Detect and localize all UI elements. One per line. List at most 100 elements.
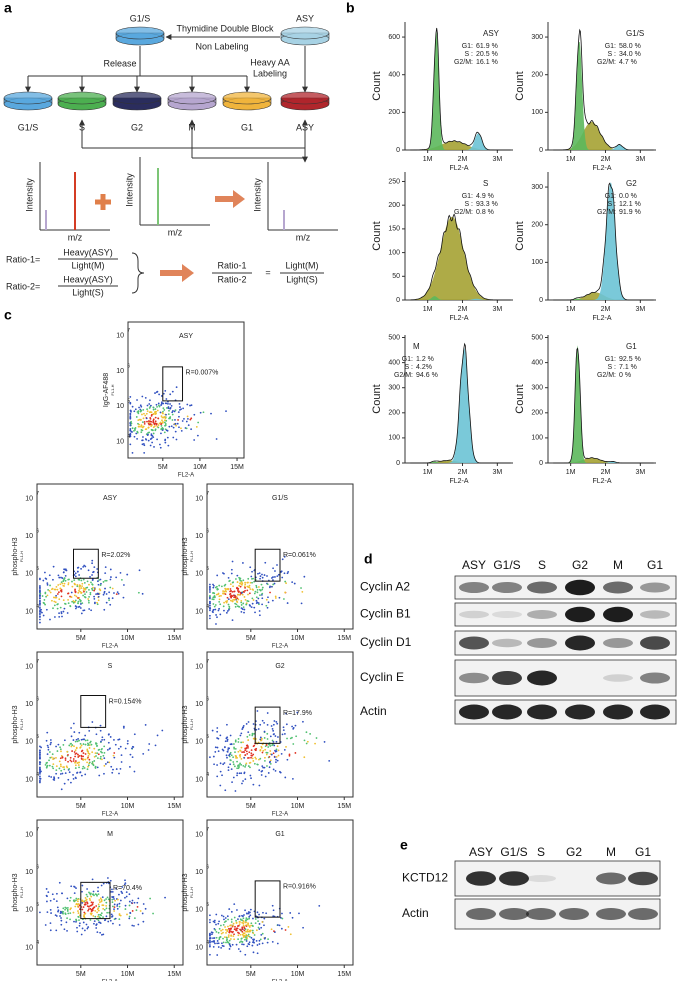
dot xyxy=(277,573,280,576)
y-tick-label: 400 xyxy=(531,359,543,366)
panel-label: c xyxy=(4,307,12,323)
dot xyxy=(136,411,139,413)
dot xyxy=(246,924,248,926)
dot xyxy=(281,912,283,915)
dot xyxy=(242,606,245,609)
dot xyxy=(66,906,69,909)
dot xyxy=(258,614,261,617)
dot xyxy=(51,587,54,590)
dot xyxy=(174,409,177,412)
dot xyxy=(288,754,291,757)
dot xyxy=(238,941,241,944)
dot xyxy=(220,929,222,932)
dot xyxy=(237,738,240,740)
dot xyxy=(236,760,238,763)
dot xyxy=(251,602,254,605)
dot xyxy=(242,915,244,918)
dot xyxy=(97,890,99,893)
dot xyxy=(111,890,114,893)
dot xyxy=(234,790,237,792)
dot xyxy=(41,595,44,597)
y-tick-exp: 4 xyxy=(36,604,39,610)
dot xyxy=(255,757,257,760)
dot xyxy=(59,773,62,775)
histogram-area xyxy=(410,216,512,300)
dot xyxy=(80,579,83,582)
dot xyxy=(180,408,183,411)
band xyxy=(459,636,489,650)
dot xyxy=(267,938,270,941)
dish xyxy=(280,26,330,40)
dot xyxy=(249,581,252,584)
dot xyxy=(161,426,164,429)
dot xyxy=(84,596,87,599)
phase-label: G1: xyxy=(462,193,473,200)
dot xyxy=(81,585,83,587)
dot xyxy=(276,745,279,748)
dot xyxy=(84,743,87,746)
dot xyxy=(217,609,220,612)
dot xyxy=(39,604,41,606)
dot xyxy=(152,432,155,435)
band xyxy=(492,582,522,593)
dot xyxy=(94,752,97,755)
x-tick-label: 2M xyxy=(601,156,611,163)
dot xyxy=(39,615,41,618)
dot xyxy=(273,756,276,759)
dot xyxy=(212,586,215,589)
band xyxy=(492,671,522,685)
histogram-outline xyxy=(410,342,511,464)
dot xyxy=(55,769,58,772)
dot xyxy=(90,609,93,612)
dot xyxy=(131,745,134,748)
dot xyxy=(249,766,251,769)
dot xyxy=(62,912,64,915)
dot xyxy=(100,898,103,901)
dot xyxy=(113,752,116,754)
dot xyxy=(291,736,293,739)
dot xyxy=(79,771,81,774)
dot xyxy=(76,905,79,908)
dot xyxy=(281,558,284,561)
dot xyxy=(76,898,79,901)
dot xyxy=(105,579,108,582)
plot-frame xyxy=(206,819,354,966)
dot xyxy=(253,762,256,765)
dot xyxy=(242,579,245,582)
gate xyxy=(254,880,281,918)
y-axis-label: Count xyxy=(514,71,526,100)
dot xyxy=(129,427,132,430)
dot xyxy=(63,739,66,742)
dot xyxy=(291,916,294,919)
histogram-outline xyxy=(553,182,654,301)
y-tick-label: 400 xyxy=(388,359,400,366)
dot xyxy=(261,719,264,722)
y-tick-exp: 6 xyxy=(36,697,39,703)
y-tick-label: 0 xyxy=(396,147,400,154)
dot xyxy=(217,942,220,945)
row-label: Cyclin B1 xyxy=(360,607,411,621)
dot xyxy=(142,436,144,438)
y-tick-label: 100 xyxy=(388,249,400,256)
dot xyxy=(77,578,80,581)
dot xyxy=(224,740,227,743)
x-tick-label: 15M xyxy=(167,635,181,642)
dot xyxy=(59,915,61,917)
dot xyxy=(260,583,263,586)
dot xyxy=(80,591,83,594)
y-tick-label: 0 xyxy=(539,460,543,467)
dot xyxy=(144,428,147,431)
dot xyxy=(217,593,220,596)
dot xyxy=(86,757,89,760)
dot xyxy=(139,404,142,407)
dot xyxy=(112,896,114,899)
dot xyxy=(82,743,85,745)
y-tick-base: 10 xyxy=(25,869,33,876)
dot xyxy=(95,893,98,896)
dot xyxy=(239,933,242,936)
dot xyxy=(62,610,65,613)
dot xyxy=(272,752,275,755)
y-tick-base: 10 xyxy=(195,663,203,670)
dot xyxy=(74,755,76,758)
dot xyxy=(167,444,170,447)
